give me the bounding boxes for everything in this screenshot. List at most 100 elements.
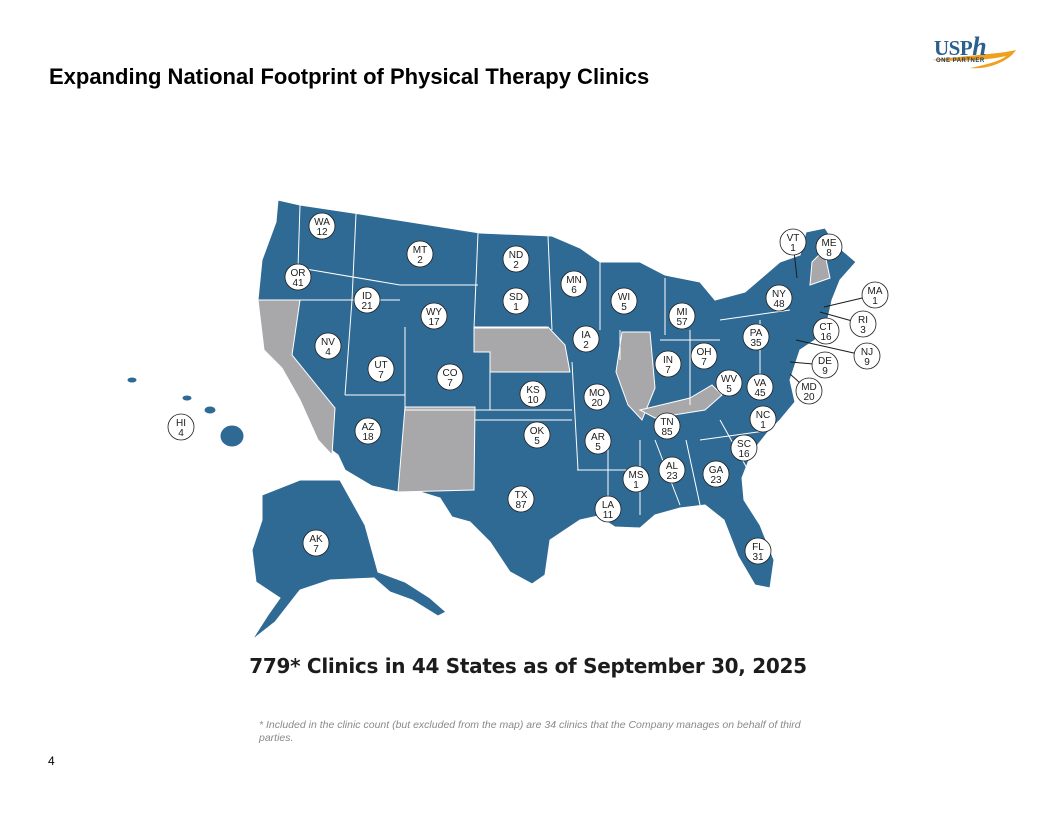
state-marker-ms: MS1 (622, 465, 650, 493)
state-abbr: ME (822, 238, 837, 249)
state-clinic-count: 11 (603, 510, 614, 521)
marker-circle (744, 537, 772, 565)
state-marker-sd: SD1 (502, 287, 530, 315)
state-clinic-count: 12 (316, 227, 328, 238)
marker-circle (284, 263, 312, 291)
state-abbr: MI (676, 307, 687, 318)
marker-circle (367, 355, 395, 383)
state-clinic-count: 6 (571, 285, 577, 296)
marker-circle (702, 460, 730, 488)
state-marker-nd: ND2 (502, 245, 530, 273)
state-clinic-count: 31 (752, 552, 764, 563)
state-abbr: DE (818, 356, 832, 367)
state-abbr: PA (750, 328, 763, 339)
state-clinic-count: 5 (621, 302, 627, 313)
state-clinic-count: 2 (417, 255, 423, 266)
state-clinic-count: 21 (361, 301, 373, 312)
state-abbr: CT (819, 322, 832, 333)
state-clinic-count: 7 (378, 370, 384, 381)
state-clinic-count: 23 (710, 475, 722, 486)
state-abbr: VA (754, 378, 767, 389)
state-clinic-count: 3 (860, 325, 866, 336)
state-abbr: VT (787, 233, 800, 244)
state-clinic-count: 45 (754, 388, 766, 399)
state-abbr: MS (629, 470, 644, 481)
marker-circle (583, 383, 611, 411)
state-clinic-count: 2 (583, 340, 589, 351)
state-abbr: WY (426, 307, 442, 318)
state-clinic-count: 1 (790, 243, 796, 254)
state-abbr: CO (443, 368, 458, 379)
marker-circle (502, 245, 530, 273)
marker-circle (314, 332, 342, 360)
page-number: 4 (48, 754, 55, 768)
state-marker-ri: RI3 (819, 310, 877, 338)
state-clinic-count: 7 (313, 544, 319, 555)
state-clinic-count: 41 (292, 278, 304, 289)
hawaii-kauai (126, 376, 138, 384)
state-clinic-count: 23 (666, 471, 678, 482)
state-marker-vt: VT1 (779, 228, 807, 279)
clinic-count-headline: 779* Clinics in 44 States as of Septembe… (249, 654, 807, 678)
state-clinic-count: 5 (595, 442, 601, 453)
state-marker-wv: WV5 (715, 369, 743, 397)
marker-circle (302, 529, 330, 557)
state-marker-co: CO7 (436, 363, 464, 391)
state-marker-wi: WI5 (610, 287, 638, 315)
marker-circle (502, 287, 530, 315)
state-abbr: OR (291, 268, 306, 279)
marker-circle (849, 310, 877, 338)
marker-circle (742, 323, 770, 351)
hawaii-oahu (181, 394, 193, 402)
state-marker-mt: MT2 (406, 240, 434, 268)
state-clinic-count: 16 (738, 449, 750, 460)
state-clinic-count: 5 (534, 436, 540, 447)
marker-circle (420, 302, 448, 330)
state-marker-in: IN7 (654, 350, 682, 378)
marker-circle (167, 413, 195, 441)
state-clinic-count: 1 (760, 420, 766, 431)
state-abbr: AZ (362, 422, 375, 433)
state-abbr: MD (801, 382, 817, 393)
state-clinic-count: 85 (661, 427, 673, 438)
state-abbr: UT (374, 360, 387, 371)
state-clinic-count: 48 (773, 299, 785, 310)
illinois-shape (615, 331, 656, 421)
marker-circle (594, 495, 622, 523)
marker-circle (749, 405, 777, 433)
state-clinic-count: 17 (428, 317, 440, 328)
marker-circle (654, 350, 682, 378)
state-abbr: SC (737, 439, 751, 450)
nebraska-shape (473, 326, 571, 373)
state-abbr: WA (314, 217, 330, 228)
footnote: * Included in the clinic count (but excl… (259, 719, 801, 744)
marker-circle (715, 369, 743, 397)
marker-circle (812, 317, 840, 345)
state-abbr: AK (309, 534, 323, 545)
state-marker-nc: NC1 (749, 405, 777, 433)
marker-circle (815, 233, 843, 261)
marker-circle (690, 342, 718, 370)
state-abbr: IA (581, 330, 591, 341)
state-abbr: WI (618, 292, 630, 303)
state-abbr: MO (589, 388, 605, 399)
marker-circle (353, 286, 381, 314)
state-clinic-count: 1 (633, 480, 639, 491)
state-marker-de: DE9 (789, 351, 839, 379)
state-clinic-count: 9 (864, 357, 870, 368)
state-clinic-count: 2 (513, 260, 519, 271)
marker-circle (779, 228, 807, 256)
marker-circle (406, 240, 434, 268)
